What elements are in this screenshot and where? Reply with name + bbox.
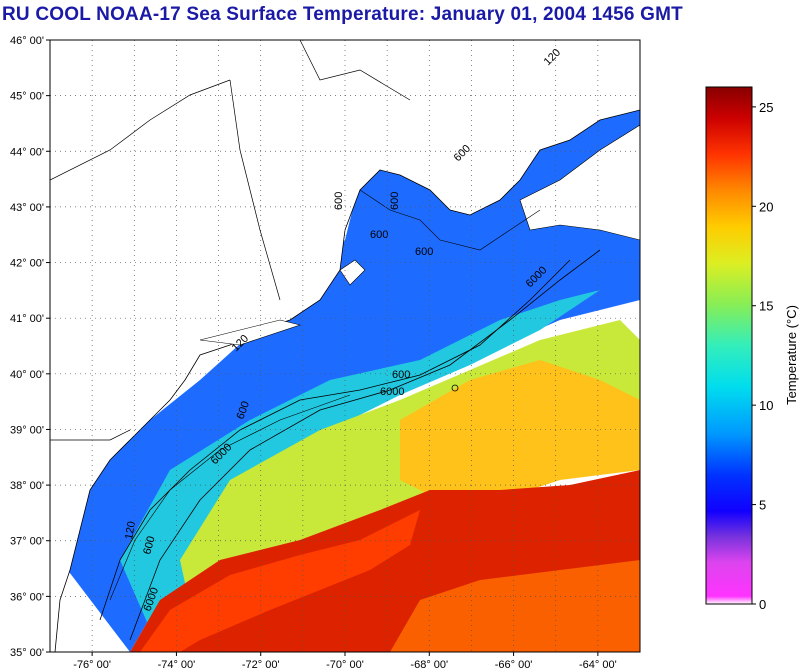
colorbar: 25 20 15 10 5 0 Temperature (°C) — [705, 86, 799, 612]
colorbar-tick-label: 20 — [759, 199, 773, 214]
lon-label: -64° 00' — [579, 659, 617, 671]
colorbar-tick-label: 25 — [759, 100, 773, 115]
lon-label: -70° 00' — [326, 659, 364, 671]
lat-label: 37° 00' — [10, 536, 44, 548]
sargasso-orange — [390, 560, 640, 652]
lon-label: -76° 00' — [73, 659, 111, 671]
lat-label: 46° 00' — [10, 35, 44, 47]
contour-label: 6000 — [380, 386, 404, 398]
contour-label: 600 — [333, 192, 345, 210]
cape-cod — [339, 259, 366, 286]
lat-label: 39° 00' — [10, 424, 44, 436]
colorbar-tick-label: 0 — [759, 597, 766, 612]
long-island — [199, 319, 302, 346]
contour-label: 600 — [370, 229, 388, 241]
lat-label: 42° 00' — [10, 258, 44, 270]
contour-label: 600 — [141, 535, 157, 556]
chart-title: RU COOL NOAA-17 Sea Surface Temperature:… — [2, 4, 683, 25]
latitude-axis: 46° 00' 45° 00' 44° 00' 43° 00' 42° 00' 41° 0… — [10, 35, 50, 659]
contour-label: 600 — [392, 369, 410, 381]
lon-label: -72° 00' — [242, 659, 280, 671]
contour-label: 600 — [235, 400, 253, 421]
lat-label: 40° 00' — [10, 369, 44, 381]
lon-label: -74° 00' — [158, 659, 196, 671]
lon-label: -68° 00' — [410, 659, 448, 671]
contour-label: 600 — [389, 192, 401, 210]
longitude-axis: -76° 00' -74° 00' -72° 00' -70° 00' -68° 00'… — [73, 652, 617, 671]
lat-label: 43° 00' — [10, 202, 44, 214]
land-mainland — [50, 40, 640, 652]
lat-label: 38° 00' — [10, 480, 44, 492]
gulf-stream-core — [140, 510, 420, 652]
contour-label: 600 — [415, 246, 433, 258]
lon-label: -66° 00' — [495, 659, 533, 671]
lat-label: 35° 00' — [10, 647, 44, 659]
graticule — [50, 40, 640, 652]
lat-label: 45° 00' — [10, 91, 44, 103]
colorbar-tick-label: 10 — [759, 398, 773, 413]
colorbar-gradient — [705, 86, 753, 605]
lat-label: 41° 00' — [10, 313, 44, 325]
nova-scotia — [519, 124, 640, 241]
warm-slope-water — [400, 360, 640, 500]
lat-label: 44° 00' — [10, 146, 44, 158]
colorbar-ticks: 25 20 15 10 5 0 — [752, 100, 773, 612]
lat-label: 36° 00' — [10, 591, 44, 603]
colorbar-title: Temperature (°C) — [784, 305, 799, 405]
colorbar-tick-label: 15 — [759, 299, 773, 314]
colorbar-tick-label: 5 — [759, 498, 766, 513]
